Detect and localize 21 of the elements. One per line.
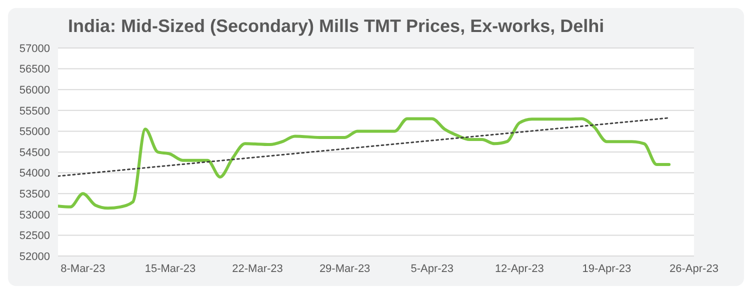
x-tick-label: 5-Apr-23: [410, 262, 454, 275]
x-tick-label: 22-Mar-23: [232, 262, 283, 275]
y-tick-label: 52000: [19, 250, 50, 263]
x-tick-label: 26-Apr-23: [670, 262, 718, 275]
line-series: [58, 117, 671, 210]
x-tick-label: 29-Mar-23: [319, 262, 370, 275]
y-tick-label: 57000: [19, 42, 50, 55]
x-tick-label: 15-Mar-23: [144, 262, 196, 275]
y-tick-label: 52500: [19, 230, 50, 242]
x-tick-label: 19-Apr-23: [582, 262, 632, 275]
y-tick-label: 53000: [19, 209, 50, 222]
x-tick-label: 12-Apr-23: [494, 262, 544, 275]
y-tick-label: 56000: [19, 84, 50, 97]
chart-title: India: Mid-Sized (Secondary) Mills TMT Prices, Ex-works, Delhi: [67, 15, 606, 38]
y-tick-label: 56500: [19, 64, 50, 76]
y-tick-label: 54000: [19, 168, 50, 180]
x-tick-label: 8-Mar-23: [60, 262, 106, 275]
y-tick-label: 54500: [19, 146, 50, 159]
y-tick-label: 55000: [19, 126, 50, 138]
y-tick-label: 55500: [19, 105, 50, 118]
y-tick-label: 53500: [19, 188, 50, 201]
